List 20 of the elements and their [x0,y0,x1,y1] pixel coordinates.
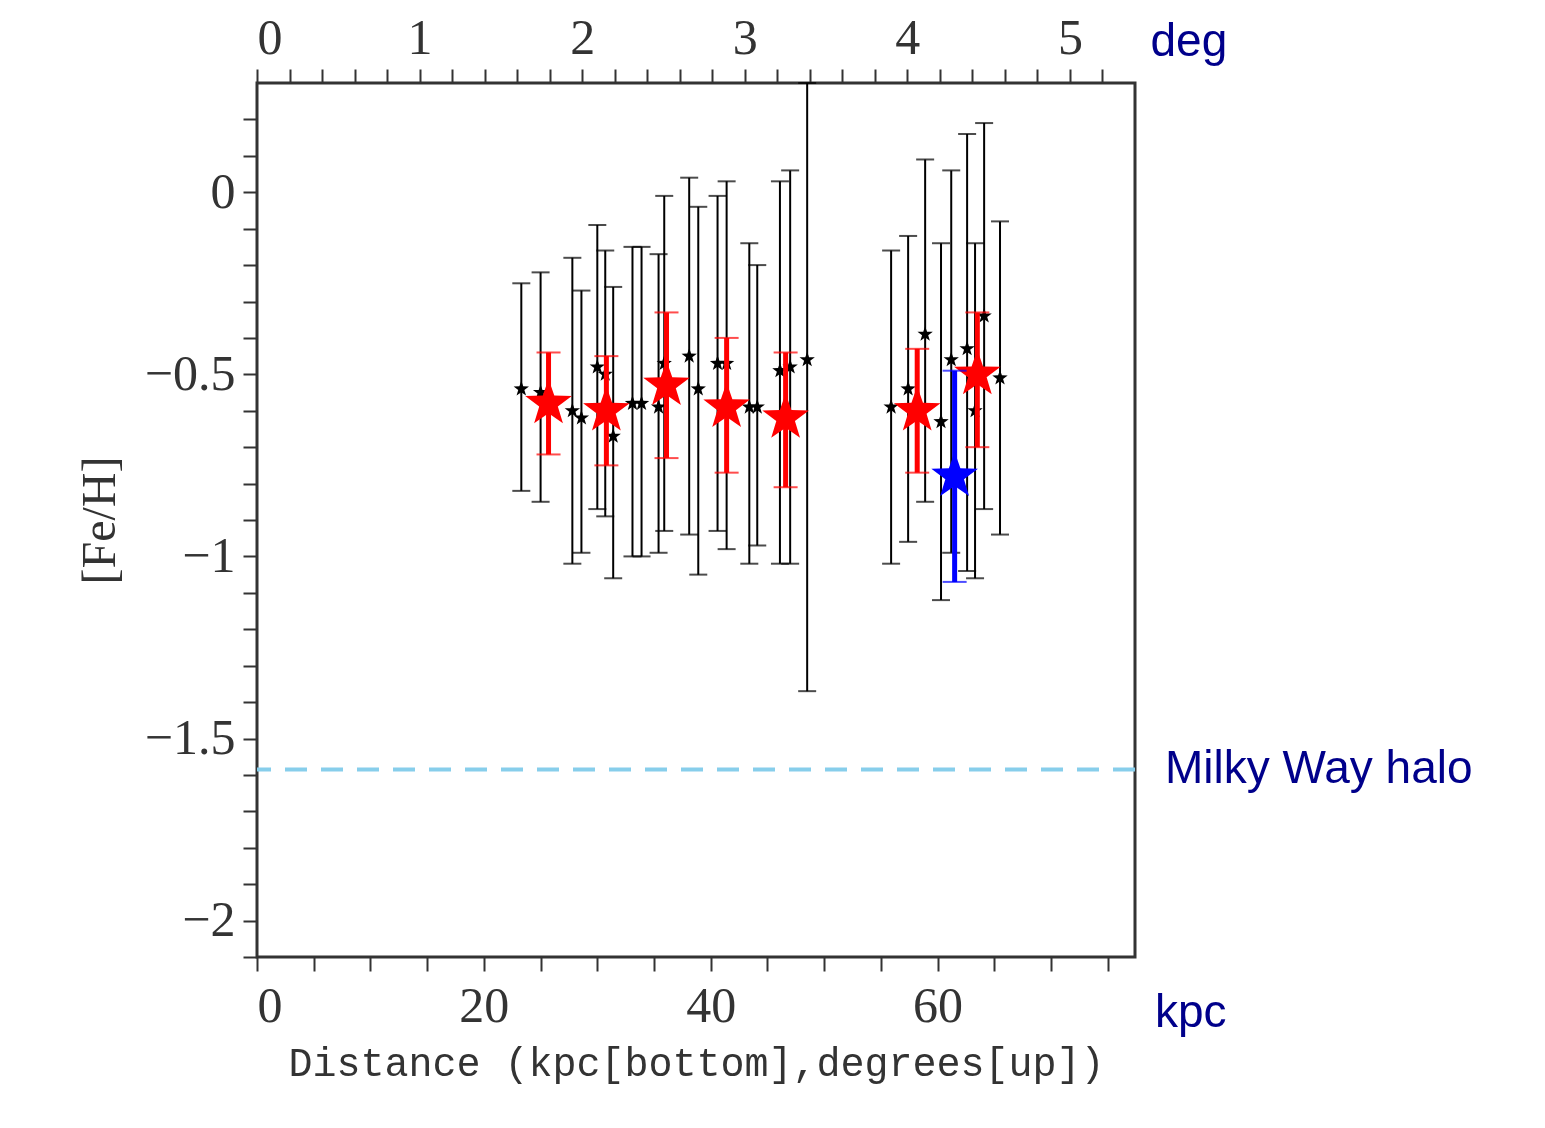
y-axis-title: [Fe/H] [71,456,125,585]
x-axis-title: Distance (kpc[bottom],degrees[up]) [288,1042,1105,1088]
x-tick-label: 20 [459,976,510,1033]
x-tick-label: 0 [257,976,283,1033]
x2-tick-label: 3 [732,8,758,65]
text: kpc [1155,985,1227,1037]
x-tick-label: 40 [686,976,737,1033]
x2-tick-label: 0 [257,8,283,65]
x2-axis-title: deg [1150,13,1228,66]
y-tick-label: −1.5 [144,709,236,765]
ref-line-label: Milky Way halo [1165,741,1473,794]
y-tick-label: −0.5 [144,344,236,401]
x2-tick-label: 4 [895,8,921,65]
x2-tick-label: 2 [570,8,596,65]
x-tick-label: 60 [913,976,964,1033]
y-tick-label: −1 [182,526,236,583]
x2-tick-label: 1 [407,8,433,65]
y-tick-label: 0 [210,162,236,219]
x2-tick-label: 5 [1057,8,1083,65]
y-tick-label: −2 [182,891,236,948]
